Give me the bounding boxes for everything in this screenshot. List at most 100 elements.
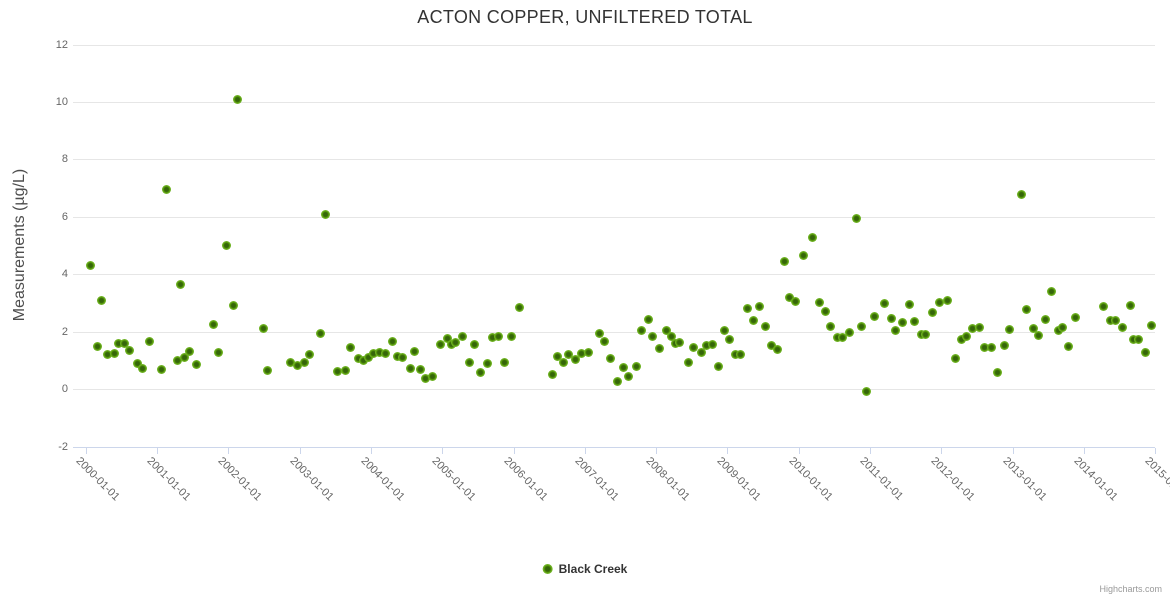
data-point[interactable] xyxy=(285,358,295,368)
data-point[interactable] xyxy=(662,326,672,336)
data-point[interactable] xyxy=(563,350,573,360)
data-point[interactable] xyxy=(233,94,243,104)
data-point[interactable] xyxy=(547,370,557,380)
data-point[interactable] xyxy=(263,365,272,375)
legend-item-black-creek[interactable]: Black Creek xyxy=(542,562,627,576)
data-point[interactable] xyxy=(451,337,461,347)
data-point[interactable] xyxy=(359,356,369,366)
data-point[interactable] xyxy=(409,346,419,356)
data-point[interactable] xyxy=(132,358,142,368)
data-point[interactable] xyxy=(191,359,201,369)
data-point[interactable] xyxy=(999,340,1009,350)
data-point[interactable] xyxy=(1046,287,1056,297)
data-point[interactable] xyxy=(784,292,794,302)
data-point[interactable] xyxy=(374,348,384,358)
data-point[interactable] xyxy=(731,350,741,360)
data-point[interactable] xyxy=(844,328,854,338)
data-point[interactable] xyxy=(613,377,623,387)
data-point[interactable] xyxy=(397,353,407,363)
data-point[interactable] xyxy=(176,279,186,289)
data-point[interactable] xyxy=(790,297,800,307)
data-point[interactable] xyxy=(760,322,770,332)
data-point[interactable] xyxy=(353,354,363,364)
data-point[interactable] xyxy=(428,371,438,381)
data-point[interactable] xyxy=(754,302,764,312)
data-point[interactable] xyxy=(292,360,302,370)
data-point[interactable] xyxy=(380,349,390,359)
data-point[interactable] xyxy=(605,353,615,363)
data-point[interactable] xyxy=(482,358,492,368)
data-point[interactable] xyxy=(968,324,978,334)
data-point[interactable] xyxy=(921,329,931,339)
data-point[interactable] xyxy=(583,348,593,358)
data-point[interactable] xyxy=(772,344,782,354)
data-point[interactable] xyxy=(767,340,777,350)
data-point[interactable] xyxy=(897,318,907,328)
data-point[interactable] xyxy=(1070,312,1080,322)
data-point[interactable] xyxy=(1129,334,1139,344)
data-point[interactable] xyxy=(1064,341,1074,351)
data-point[interactable] xyxy=(886,314,896,324)
data-point[interactable] xyxy=(1125,301,1135,311)
data-point[interactable] xyxy=(799,250,809,260)
data-point[interactable] xyxy=(675,338,685,348)
data-point[interactable] xyxy=(96,295,106,305)
data-point[interactable] xyxy=(820,306,830,316)
data-point[interactable] xyxy=(208,320,218,330)
data-point[interactable] xyxy=(975,323,985,333)
data-point[interactable] xyxy=(599,337,609,347)
data-point[interactable] xyxy=(363,353,373,363)
data-point[interactable] xyxy=(742,304,752,314)
data-point[interactable] xyxy=(487,333,497,343)
data-point[interactable] xyxy=(1117,323,1127,333)
highcharts-credits-link[interactable]: Highcharts.com xyxy=(1099,584,1162,594)
data-point[interactable] xyxy=(618,362,628,372)
data-point[interactable] xyxy=(942,296,952,306)
data-point[interactable] xyxy=(157,364,167,374)
data-point[interactable] xyxy=(119,338,129,348)
data-point[interactable] xyxy=(494,331,504,341)
data-point[interactable] xyxy=(749,315,759,325)
data-point[interactable] xyxy=(1111,315,1121,325)
data-point[interactable] xyxy=(891,326,901,336)
data-point[interactable] xyxy=(696,348,706,358)
data-point[interactable] xyxy=(934,298,944,308)
data-point[interactable] xyxy=(713,361,723,371)
data-point[interactable] xyxy=(316,328,326,338)
data-point[interactable] xyxy=(951,354,961,364)
data-point[interactable] xyxy=(321,209,331,219)
data-point[interactable] xyxy=(979,343,989,353)
data-point[interactable] xyxy=(701,340,711,350)
data-point[interactable] xyxy=(595,328,605,338)
data-point[interactable] xyxy=(340,366,350,376)
data-point[interactable] xyxy=(500,358,510,368)
data-point[interactable] xyxy=(993,368,1003,378)
data-point[interactable] xyxy=(221,241,231,251)
data-point[interactable] xyxy=(125,346,135,355)
data-point[interactable] xyxy=(305,350,315,360)
data-point[interactable] xyxy=(259,324,269,334)
data-point[interactable] xyxy=(1022,304,1032,314)
data-point[interactable] xyxy=(435,339,445,349)
data-point[interactable] xyxy=(837,332,847,342)
data-point[interactable] xyxy=(514,302,524,312)
data-point[interactable] xyxy=(643,314,653,324)
data-point[interactable] xyxy=(173,356,183,366)
data-point[interactable] xyxy=(808,232,818,242)
data-point[interactable] xyxy=(1098,302,1108,312)
data-point[interactable] xyxy=(161,185,171,195)
data-point[interactable] xyxy=(631,361,641,371)
data-point[interactable] xyxy=(856,321,866,331)
data-point[interactable] xyxy=(648,332,658,342)
data-point[interactable] xyxy=(102,350,112,360)
data-point[interactable] xyxy=(832,333,842,343)
data-point[interactable] xyxy=(779,256,789,266)
data-point[interactable] xyxy=(92,341,102,351)
data-point[interactable] xyxy=(956,335,966,345)
data-point[interactable] xyxy=(879,298,889,308)
data-point[interactable] xyxy=(861,387,871,397)
data-point[interactable] xyxy=(961,331,971,341)
data-point[interactable] xyxy=(443,333,453,343)
data-point[interactable] xyxy=(666,331,676,341)
data-point[interactable] xyxy=(725,334,735,344)
